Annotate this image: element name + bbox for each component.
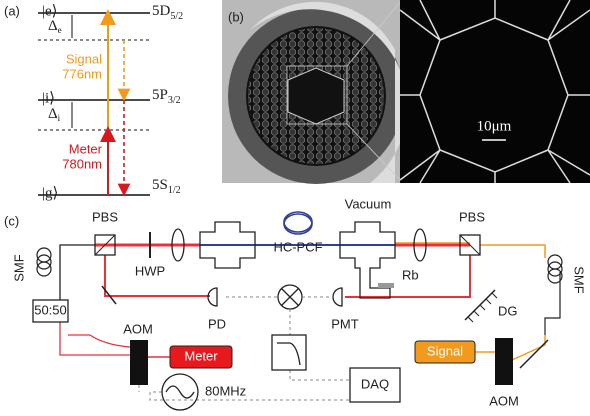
- rf-source: [161, 373, 199, 411]
- label: DG: [498, 303, 518, 318]
- fiber-coil: [283, 211, 313, 235]
- delta-sub: e: [58, 25, 62, 35]
- daq-box: [349, 367, 401, 403]
- term: 5P: [152, 87, 168, 103]
- splitter: [32, 299, 69, 323]
- term-label: 5D5/2: [152, 3, 183, 22]
- pbs-diagonal: [459, 234, 481, 256]
- term-sub: 3/2: [168, 95, 181, 106]
- label: Rb: [402, 267, 419, 282]
- state-label: |e⟩: [42, 3, 58, 19]
- rf-sine: [165, 385, 195, 399]
- label: Meter: [184, 348, 218, 363]
- signal-beam: [511, 335, 546, 361]
- meter-label: Meter: [69, 141, 103, 156]
- term: 5S: [152, 177, 168, 193]
- pd-beam: [104, 255, 210, 297]
- pbs-diagonal: [94, 234, 116, 256]
- panel-label: (c): [4, 213, 19, 228]
- filter-curve: [277, 342, 301, 366]
- label: Vacuum: [345, 196, 392, 211]
- filter: [271, 334, 307, 371]
- hollow-core: [287, 67, 345, 125]
- meter-wavelength: 780nm: [62, 156, 102, 171]
- lens: [171, 228, 185, 262]
- label: 50:50: [34, 302, 67, 317]
- mirror: [519, 339, 549, 369]
- pmt-beam: [345, 255, 471, 298]
- signal-wire: [149, 296, 350, 401]
- core-struts: [399, 0, 590, 184]
- zoom-line: [346, 1, 401, 67]
- signal-label: Signal: [66, 51, 102, 66]
- label: HWP: [135, 263, 165, 278]
- rb-reservoir: [378, 283, 394, 288]
- zoom-line: [346, 123, 401, 181]
- fiber-images: 10μm (b): [222, 0, 590, 184]
- mirror: [101, 285, 117, 305]
- delta-sub: i: [58, 113, 61, 123]
- label: PBS: [459, 209, 485, 224]
- term-label: 5S1/2: [152, 177, 181, 196]
- detuning-label: Δi: [48, 106, 61, 123]
- label: PD: [208, 316, 226, 331]
- scale-label: 10μm: [477, 118, 512, 134]
- signal-beam: [480, 244, 546, 258]
- term-label: 5P3/2: [152, 87, 181, 106]
- state-label: |g⟩: [42, 185, 58, 201]
- label: SMF: [11, 254, 26, 282]
- aom: [130, 340, 148, 385]
- vacuum-chamber: [199, 221, 256, 269]
- smf-fiber: [544, 272, 561, 335]
- detuning-label: Δe: [48, 18, 62, 35]
- label: AOM: [489, 393, 519, 408]
- label: 80MHz: [205, 383, 246, 398]
- label: PMT: [331, 316, 359, 331]
- label: HC-PCF: [273, 239, 322, 254]
- grating-hatch: [467, 292, 498, 323]
- term-sub: 5/2: [170, 11, 183, 22]
- aom: [495, 338, 513, 385]
- pbs: [94, 234, 116, 256]
- fiber-edge: [250, 1, 408, 184]
- panel-label: (b): [228, 9, 244, 24]
- meter-laser: [169, 345, 233, 369]
- mixer-cross: [281, 288, 299, 306]
- photodiode: [207, 287, 218, 307]
- label: PBS: [92, 209, 118, 224]
- label: AOM: [123, 321, 153, 336]
- meter-fiber: [59, 322, 131, 356]
- panel-label: (a): [4, 3, 20, 18]
- delta: Δ: [48, 18, 58, 34]
- energy-diagram: (a) |e⟩ |i⟩ |g⟩ 5D5/2 5P3/2 5S1/2 Δe Δi …: [4, 3, 183, 201]
- smf-coil: [36, 247, 563, 284]
- label: DAQ: [361, 376, 389, 391]
- term-sub: 1/2: [168, 185, 181, 196]
- delta: Δ: [48, 106, 58, 122]
- pbs: [459, 234, 481, 256]
- fiber-path: [59, 244, 95, 300]
- zoom-image: [400, 0, 590, 183]
- state-label: |i⟩: [42, 90, 55, 106]
- zoom-box: [286, 65, 348, 125]
- label: SMF: [572, 266, 587, 294]
- term: 5D: [152, 3, 171, 19]
- lens: [413, 228, 427, 262]
- pmt: [332, 287, 343, 307]
- signal-wavelength: 776nm: [62, 66, 102, 81]
- label: Signal: [427, 343, 463, 358]
- setup: (c) PBS HWP HC-PCF Vacuum: [4, 196, 587, 411]
- signal-laser: [414, 340, 476, 364]
